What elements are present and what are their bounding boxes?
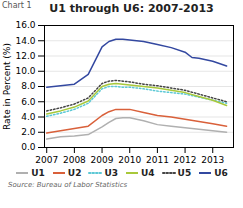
html-text:U3: U3	[104, 168, 118, 178]
svg-text:2008: 2008	[63, 155, 86, 165]
svg-text:16.0: 16.0	[15, 20, 35, 30]
svg-text:14.0: 14.0	[15, 36, 35, 46]
html-text:U2: U2	[67, 168, 82, 178]
svg-text:2011: 2011	[146, 155, 169, 165]
svg-text:2012: 2012	[174, 155, 197, 165]
html-text:U6: U6	[214, 168, 228, 178]
svg-text:2009: 2009	[91, 155, 114, 165]
svg-text:6.0: 6.0	[21, 97, 36, 107]
svg-text:Rate in Percent (%): Rate in Percent (%)	[2, 43, 12, 130]
svg-text:12.0: 12.0	[15, 51, 35, 61]
html-text:U1: U1	[31, 168, 45, 178]
html-text:U5: U5	[177, 168, 192, 178]
svg-text:2007: 2007	[35, 155, 58, 165]
svg-text:2010: 2010	[118, 155, 141, 165]
svg-text:2013: 2013	[201, 155, 224, 165]
html-text:U1 through U6: 2007-2013: U1 through U6: 2007-2013	[49, 2, 214, 15]
svg-text:2.0: 2.0	[21, 127, 36, 137]
html-text:U4: U4	[141, 168, 155, 178]
svg-text:8.0: 8.0	[21, 81, 36, 91]
html-text:Chart 1: Chart 1	[2, 1, 32, 10]
html-text:Source: Bureau of Labor Statis: Source: Bureau of Labor Statistics	[8, 181, 128, 189]
svg-text:4.0: 4.0	[21, 112, 36, 122]
svg-text:10.0: 10.0	[15, 66, 35, 76]
svg-text:0.0: 0.0	[21, 142, 36, 152]
